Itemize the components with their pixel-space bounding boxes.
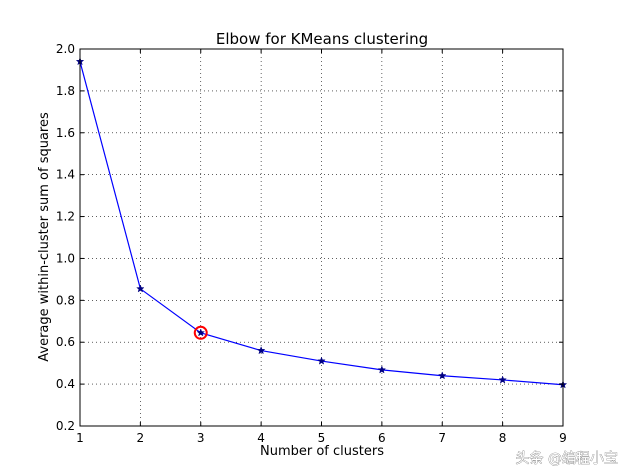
x-tick-label: 2: [137, 431, 145, 445]
y-tick-label: 0.4: [56, 377, 75, 391]
data-point-marker: [498, 375, 507, 384]
x-tick-label: 4: [257, 431, 265, 445]
data-point-marker: [437, 371, 447, 380]
data-point-marker: [136, 284, 145, 293]
y-tick-label: 1.0: [56, 251, 75, 265]
y-tick-label: 0.8: [56, 293, 75, 307]
data-point-marker: [196, 328, 206, 337]
x-tick-label: 3: [197, 431, 205, 445]
x-tick-label: 6: [378, 431, 386, 445]
y-tick-label: 1.6: [56, 126, 75, 140]
y-tick-label: 0.2: [56, 419, 75, 433]
x-tick-label: 1: [76, 431, 84, 445]
data-point-marker: [377, 365, 387, 374]
y-tick-label: 2.0: [56, 42, 75, 56]
tick-group: 1 2 3 4 5 6 7 8 9 0.2 0.4 0.6 0.8 1.0 1.2 1.4 1.6 1.8 2.0: [56, 42, 567, 445]
elbow-highlight-circle: [193, 325, 208, 340]
series-group: [75, 57, 568, 389]
y-tick-label: 1.8: [56, 84, 75, 98]
x-tick-label: 8: [499, 431, 507, 445]
data-point-marker: [317, 356, 326, 365]
x-tick-label: 7: [438, 431, 446, 445]
x-tick-label: 9: [559, 431, 567, 445]
series-line: [79, 61, 564, 386]
watermark-text: 头条 @编程小宝: [516, 450, 618, 467]
y-axis-label: Average within-cluster sum of squares: [37, 112, 52, 362]
chart-title: Elbow for KMeans clustering: [216, 30, 428, 48]
x-axis-label: Number of clusters: [260, 444, 384, 459]
y-tick-label: 1.4: [56, 168, 75, 182]
y-tick-label: 0.6: [56, 335, 75, 349]
x-tick-label: 5: [318, 431, 326, 445]
data-point-marker: [256, 346, 266, 355]
y-tick-label: 1.2: [56, 210, 75, 224]
grid-lines: [80, 49, 563, 426]
